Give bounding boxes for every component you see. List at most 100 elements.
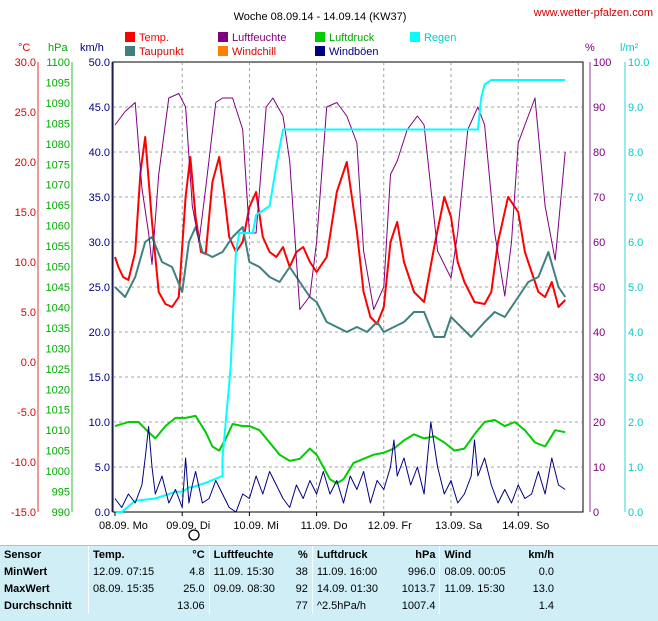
series-line [114, 93, 566, 310]
stats-temp-value: 4.8 [189, 565, 205, 578]
stats-pressure-value: 1013.7 [401, 582, 436, 595]
wind-tick-label: 10.0 [89, 417, 110, 429]
humidity-tick-label: 10 [593, 462, 605, 474]
rain-tick-label: 7.0 [628, 192, 643, 204]
stats-temp-value: 13.06 [177, 599, 205, 612]
stats-pressure-time: 14.09. 01:30 [311, 580, 392, 597]
humidity-tick-label: 90 [593, 102, 605, 114]
pressure-tick-label: 1055 [46, 241, 70, 253]
legend-swatch-dewpoint [125, 46, 135, 56]
wind-tick-label: 25.0 [89, 282, 110, 294]
site-credit[interactable]: www.wetter-pfalzen.com [533, 7, 653, 19]
pressure-tick-label: 1020 [46, 384, 70, 396]
wind-tick-label: 15.0 [89, 372, 110, 384]
pressure-tick-label: 990 [52, 507, 70, 519]
x-tick-label: 10.09. Mi [233, 520, 278, 532]
wind-tick-label: 20.0 [89, 327, 110, 339]
stats-header-temp-unit: °C [192, 548, 205, 561]
series-regen [115, 79, 566, 513]
rain-tick-label: 10.0 [628, 57, 649, 69]
humidity-tick-label: 0 [593, 507, 599, 519]
statistics-panel: Sensor Temp. °C Luftfeuchte % Luftdruck … [0, 545, 658, 621]
axes: 30.0 25.0 20.0 15.0 10.0 5.0 0.0 -5.0 -10.0 -15.0… [11, 57, 650, 519]
unit-temp: °C [18, 42, 30, 54]
stats-pressure-time: 11.09. 16:00 [311, 563, 392, 580]
series [114, 79, 567, 513]
stats-pressure-value: 1007.4 [401, 599, 436, 612]
stats-header-wind: Wind [439, 546, 520, 563]
weather-chart: Woche 08.09.14 - 14.09.14 (KW37) www.wet… [11, 7, 653, 541]
humidity-tick-label: 60 [593, 237, 605, 249]
legend-temp: Temp. [139, 32, 169, 44]
humidity-tick-label: 80 [593, 147, 605, 159]
legend-gusts: Windböen [329, 46, 379, 58]
stats-wind-time: 08.09. 00:05 [439, 563, 520, 580]
series-line [114, 421, 566, 513]
pressure-tick-label: 1095 [46, 77, 70, 89]
pressure-tick-label: 1075 [46, 159, 70, 171]
temp-tick-label: -5.0 [17, 407, 36, 419]
stats-humidity-time [208, 597, 289, 614]
legend-humidity: Luftfeuchte [232, 32, 286, 44]
temp-tick-label: 10.0 [15, 257, 36, 269]
stats-humidity-value: 77 [295, 599, 308, 612]
x-tick-label: 11.09. Do [301, 520, 348, 532]
temp-tick-label: -15.0 [11, 507, 36, 519]
stats-wind-value: 0.0 [538, 565, 554, 578]
stats-wind-time: 11.09. 15:30 [439, 580, 520, 597]
stats-header-temp: Temp. [88, 546, 169, 563]
temp-tick-label: 30.0 [15, 57, 36, 69]
rain-tick-label: 8.0 [628, 147, 643, 159]
stats-wind-value: 1.4 [538, 599, 554, 612]
pressure-tick-label: 1000 [46, 466, 70, 478]
pressure-tick-label: 1090 [46, 98, 70, 110]
stats-temp-value: 25.0 [183, 582, 205, 595]
series-luftfeuchte [114, 93, 566, 310]
series-line [115, 79, 566, 513]
pressure-tick-label: 1070 [46, 180, 70, 192]
pressure-tick-label: 1010 [46, 425, 70, 437]
temp-tick-label: 5.0 [21, 307, 36, 319]
wind-tick-label: 35.0 [89, 192, 110, 204]
stats-pressure-time: ^2.5hPa/h [311, 597, 392, 614]
stats-wind-value: 13.0 [532, 582, 554, 595]
legend-swatch-pressure [315, 32, 325, 42]
x-tick-label: 13.09. Sa [435, 520, 483, 532]
pressure-tick-label: 1040 [46, 302, 70, 314]
stats-row-label: MinWert [4, 565, 48, 578]
rain-tick-label: 2.0 [628, 417, 643, 429]
legend-dewpoint: Taupunkt [139, 46, 184, 58]
x-tick-label: 12.09. Fr [368, 520, 412, 532]
wind-tick-label: 5.0 [95, 462, 110, 474]
stats-header-row: Sensor Temp. °C Luftfeuchte % Luftdruck … [0, 546, 558, 563]
pressure-tick-label: 1080 [46, 139, 70, 151]
legend-swatch-windchill [218, 46, 228, 56]
stats-pressure-value: 996.0 [407, 565, 436, 578]
temp-tick-label: -10.0 [11, 457, 36, 469]
stats-row-max: MaxWert 08.09. 15:35 25.0 09.09. 08:30 9… [0, 580, 558, 597]
pressure-tick-label: 1035 [46, 323, 70, 335]
humidity-tick-label: 30 [593, 372, 605, 384]
chart-title: Woche 08.09.14 - 14.09.14 (KW37) [234, 11, 407, 23]
temp-tick-label: 20.0 [15, 157, 36, 169]
humidity-tick-label: 70 [593, 192, 605, 204]
temp-tick-label: 25.0 [15, 107, 36, 119]
series-line [114, 414, 566, 485]
unit-pressure: hPa [48, 42, 68, 54]
wind-tick-label: 30.0 [89, 237, 110, 249]
stats-temp-time: 12.09. 07:15 [88, 563, 169, 580]
temp-tick-label: 15.0 [15, 207, 36, 219]
pressure-tick-label: 1025 [46, 364, 70, 376]
stats-humidity-value: 38 [295, 565, 308, 578]
stats-wind-time [439, 597, 520, 614]
legend-windchill: Windchill [232, 46, 276, 58]
legend-swatch-humidity [218, 32, 228, 42]
statistics-table: Sensor Temp. °C Luftfeuchte % Luftdruck … [0, 546, 558, 614]
stats-temp-time [88, 597, 169, 614]
x-axis-labels: 08.09. Mo 09.09. Di 10.09. Mi 11.09. Do 12.0… [99, 512, 549, 532]
legend-swatch-rain [410, 32, 420, 42]
x-tick-label: 09.09. Di [166, 520, 210, 532]
legend-swatch-gusts [315, 46, 325, 56]
series-temp [114, 136, 566, 325]
rain-tick-label: 6.0 [628, 237, 643, 249]
